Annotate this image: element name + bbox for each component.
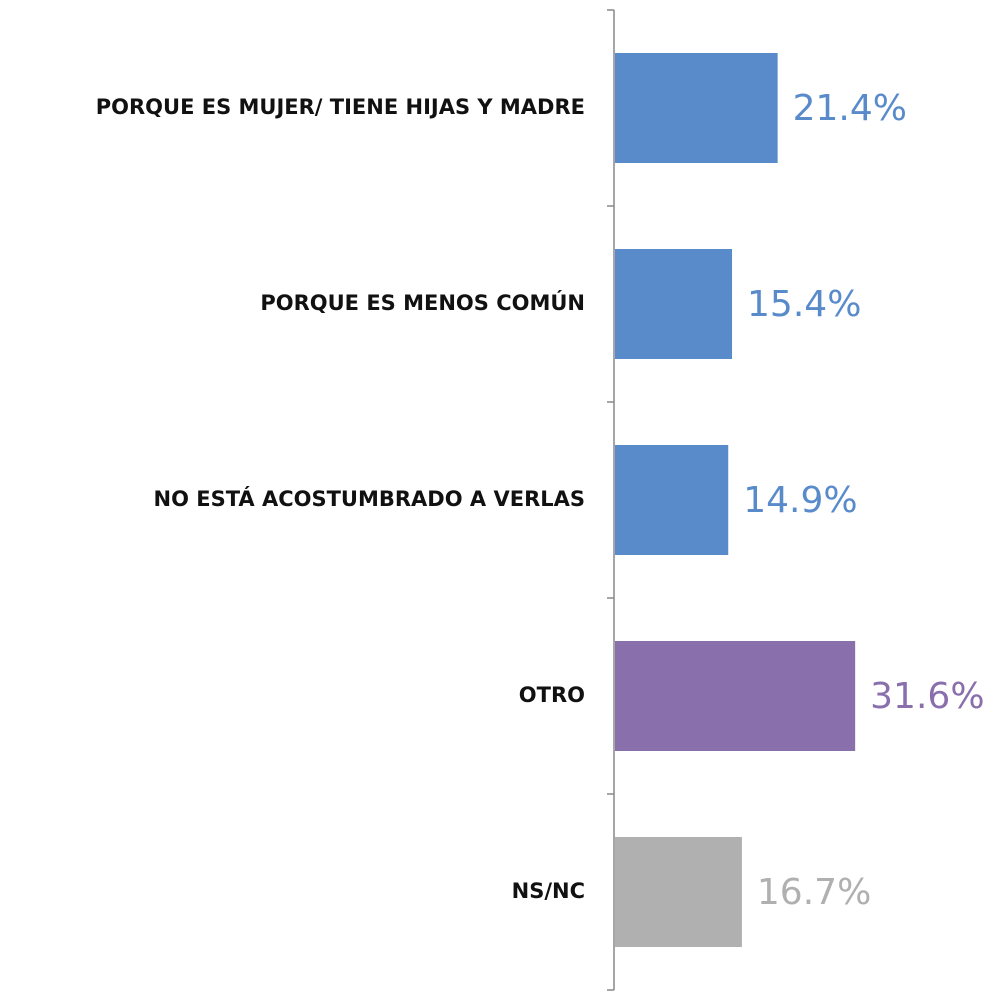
category-label: PORQUE ES MENOS COMÚN: [260, 290, 585, 315]
category-label: NS/NC: [512, 879, 585, 903]
bar: [615, 641, 856, 751]
value-label: 16.7%: [757, 872, 871, 913]
value-label: 21.4%: [793, 88, 907, 129]
bar: [615, 249, 733, 359]
category-label: PORQUE ES MUJER/ TIENE HIJAS Y MADRE: [96, 95, 585, 119]
value-label: 15.4%: [747, 284, 861, 325]
value-label: 14.9%: [743, 480, 857, 521]
bar: [615, 837, 742, 947]
value-label: 31.6%: [870, 676, 984, 717]
bar: [615, 53, 778, 163]
category-label: NO ESTÁ ACOSTUMBRADO A VERLAS: [154, 486, 586, 511]
category-label: OTRO: [519, 683, 585, 707]
bar: [615, 445, 729, 555]
